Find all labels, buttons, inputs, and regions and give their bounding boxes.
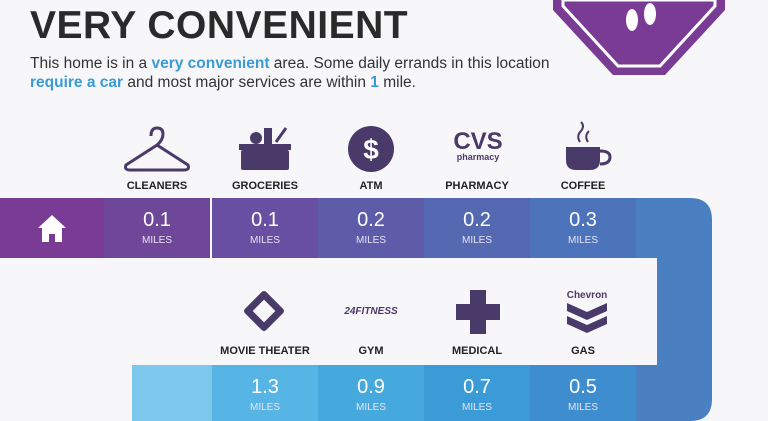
distance: 0.2 xyxy=(463,209,491,231)
place-label: PHARMACY xyxy=(445,180,509,192)
distance: 0.5 xyxy=(569,376,597,398)
text: and most major services are within xyxy=(123,74,371,91)
distance-cell xyxy=(212,365,318,421)
atm-icon: $ xyxy=(348,126,394,172)
description: This home is in a very convenient area. … xyxy=(30,54,550,92)
distance: 0.7 xyxy=(463,376,491,398)
distance-cell xyxy=(530,198,636,258)
place-label: CLEANERS xyxy=(127,180,188,192)
text: area. Some daily errands in this locatio… xyxy=(269,55,550,72)
unit: MILES xyxy=(356,402,386,413)
text: This home is in a xyxy=(30,55,152,72)
distance-cell xyxy=(530,365,636,421)
unit: MILES xyxy=(250,402,280,413)
logo-text: 24FITNESS xyxy=(343,306,398,317)
unit: MILES xyxy=(568,402,598,413)
logo-text: CVS xyxy=(453,128,502,155)
cleaners-icon xyxy=(124,126,190,172)
place-label: MEDICAL xyxy=(452,345,502,357)
distance: 0.9 xyxy=(357,376,385,398)
highlight: require a car xyxy=(30,74,124,91)
distance-cell xyxy=(318,198,424,258)
svg-text:$: $ xyxy=(363,134,379,165)
distance-cell xyxy=(104,198,210,258)
distance-cell xyxy=(424,198,530,258)
text: mile. xyxy=(378,74,416,91)
footprint xyxy=(626,9,638,31)
groceries-icon xyxy=(239,127,291,170)
unit: MILES xyxy=(142,235,172,246)
unit: MILES xyxy=(462,402,492,413)
connector xyxy=(636,198,712,421)
unit: MILES xyxy=(250,235,280,246)
unit: MILES xyxy=(462,235,492,246)
place-label: GYM xyxy=(358,345,383,357)
unit: MILES xyxy=(356,235,386,246)
unit: MILES xyxy=(568,235,598,246)
place-label: MOVIE THEATER xyxy=(220,345,310,357)
title: VERY CONVENIENT xyxy=(30,4,409,47)
place-label: ATM xyxy=(359,180,382,192)
logo-text: pharmacy xyxy=(457,152,500,162)
gas-logo: Chevron xyxy=(567,290,608,333)
distance-cell xyxy=(318,365,424,421)
distance-cell xyxy=(424,365,530,421)
distance: 0.2 xyxy=(357,209,385,231)
badge xyxy=(553,0,725,75)
footprint xyxy=(644,3,656,25)
highlight: very convenient xyxy=(151,55,270,72)
pharmacy-logo: CVS pharmacy xyxy=(453,128,502,162)
distance: 0.1 xyxy=(251,209,279,231)
place-label: GAS xyxy=(571,345,595,357)
place-label: GROCERIES xyxy=(232,180,298,192)
distance: 0.3 xyxy=(569,209,597,231)
coffee-icon xyxy=(566,121,612,170)
medical-icon xyxy=(456,290,500,334)
badge-border xyxy=(561,0,717,68)
lead-cell xyxy=(132,365,212,421)
home-icon xyxy=(38,215,66,242)
logo-text: Chevron xyxy=(567,290,608,301)
distance: 0.1 xyxy=(143,209,171,231)
movie-icon xyxy=(244,291,284,331)
place-label: COFFEE xyxy=(561,180,606,192)
highlight: 1 xyxy=(370,74,379,91)
distance: 1.3 xyxy=(251,376,279,398)
distance-cell xyxy=(212,198,318,258)
